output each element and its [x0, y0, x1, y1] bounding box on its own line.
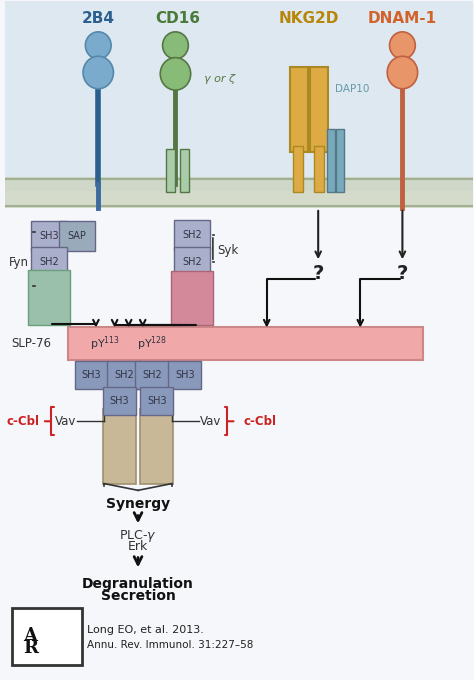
Text: pY$^{128}$: pY$^{128}$ [137, 334, 167, 353]
Text: SLP-76: SLP-76 [11, 337, 52, 350]
FancyBboxPatch shape [103, 409, 136, 484]
Text: Vav: Vav [200, 415, 221, 428]
Text: ?: ? [312, 264, 324, 283]
FancyBboxPatch shape [290, 67, 308, 152]
Text: c-Cbl: c-Cbl [7, 415, 40, 428]
FancyBboxPatch shape [171, 271, 213, 326]
Text: DAP10: DAP10 [335, 84, 369, 95]
Text: NKG2D: NKG2D [279, 11, 339, 26]
Text: SH3: SH3 [147, 396, 166, 406]
Text: SH3: SH3 [109, 396, 129, 406]
Ellipse shape [160, 58, 191, 90]
Text: PLC-$\gamma$: PLC-$\gamma$ [119, 528, 157, 545]
Text: SH3: SH3 [39, 231, 59, 241]
FancyBboxPatch shape [293, 146, 303, 192]
Text: Fyn: Fyn [9, 256, 29, 269]
Text: SAP: SAP [68, 231, 87, 241]
Ellipse shape [163, 32, 188, 59]
Text: CD16: CD16 [155, 11, 201, 26]
FancyBboxPatch shape [140, 387, 173, 415]
FancyBboxPatch shape [5, 177, 473, 208]
FancyBboxPatch shape [336, 129, 344, 192]
Ellipse shape [387, 56, 418, 89]
Text: Annu. Rev. Immunol. 31:227–58: Annu. Rev. Immunol. 31:227–58 [87, 640, 253, 650]
Text: SH3: SH3 [82, 370, 101, 380]
FancyBboxPatch shape [180, 149, 189, 192]
Text: Erk: Erk [128, 540, 148, 553]
FancyBboxPatch shape [31, 222, 67, 252]
Text: c-Cbl: c-Cbl [243, 415, 276, 428]
Text: γ or ζ: γ or ζ [203, 74, 235, 84]
Text: Synergy: Synergy [106, 497, 170, 511]
FancyBboxPatch shape [12, 607, 82, 665]
Ellipse shape [390, 32, 415, 59]
FancyBboxPatch shape [174, 248, 210, 277]
Text: Degranulation: Degranulation [82, 577, 194, 591]
Text: SH3: SH3 [175, 370, 195, 380]
Text: 2B4: 2B4 [82, 11, 115, 26]
FancyBboxPatch shape [108, 361, 141, 390]
FancyBboxPatch shape [174, 220, 210, 250]
FancyBboxPatch shape [136, 361, 169, 390]
FancyBboxPatch shape [5, 1, 473, 191]
Text: A: A [23, 627, 37, 645]
Text: SH2: SH2 [182, 257, 202, 267]
FancyBboxPatch shape [74, 361, 108, 390]
Text: Syk: Syk [218, 244, 239, 257]
Ellipse shape [83, 56, 113, 89]
FancyBboxPatch shape [166, 149, 175, 192]
Text: ?: ? [397, 264, 408, 283]
FancyBboxPatch shape [313, 146, 324, 192]
FancyBboxPatch shape [68, 327, 423, 360]
Text: R: R [23, 639, 38, 657]
FancyBboxPatch shape [28, 270, 71, 325]
Text: Secretion: Secretion [100, 589, 175, 603]
Ellipse shape [85, 32, 111, 59]
Text: SH2: SH2 [182, 230, 202, 240]
Text: pY$^{113}$: pY$^{113}$ [90, 334, 120, 353]
FancyBboxPatch shape [103, 387, 136, 415]
FancyBboxPatch shape [59, 222, 95, 252]
Text: SH2: SH2 [39, 257, 59, 267]
Text: DNAM-1: DNAM-1 [368, 11, 437, 26]
FancyBboxPatch shape [168, 361, 201, 390]
Text: SH2: SH2 [114, 370, 134, 380]
FancyBboxPatch shape [327, 129, 335, 192]
FancyBboxPatch shape [310, 67, 328, 152]
Text: Vav: Vav [55, 415, 76, 428]
Text: Long EO, et al. 2013.: Long EO, et al. 2013. [87, 625, 203, 635]
FancyBboxPatch shape [140, 409, 173, 484]
Text: SH2: SH2 [142, 370, 162, 380]
FancyBboxPatch shape [31, 248, 67, 277]
